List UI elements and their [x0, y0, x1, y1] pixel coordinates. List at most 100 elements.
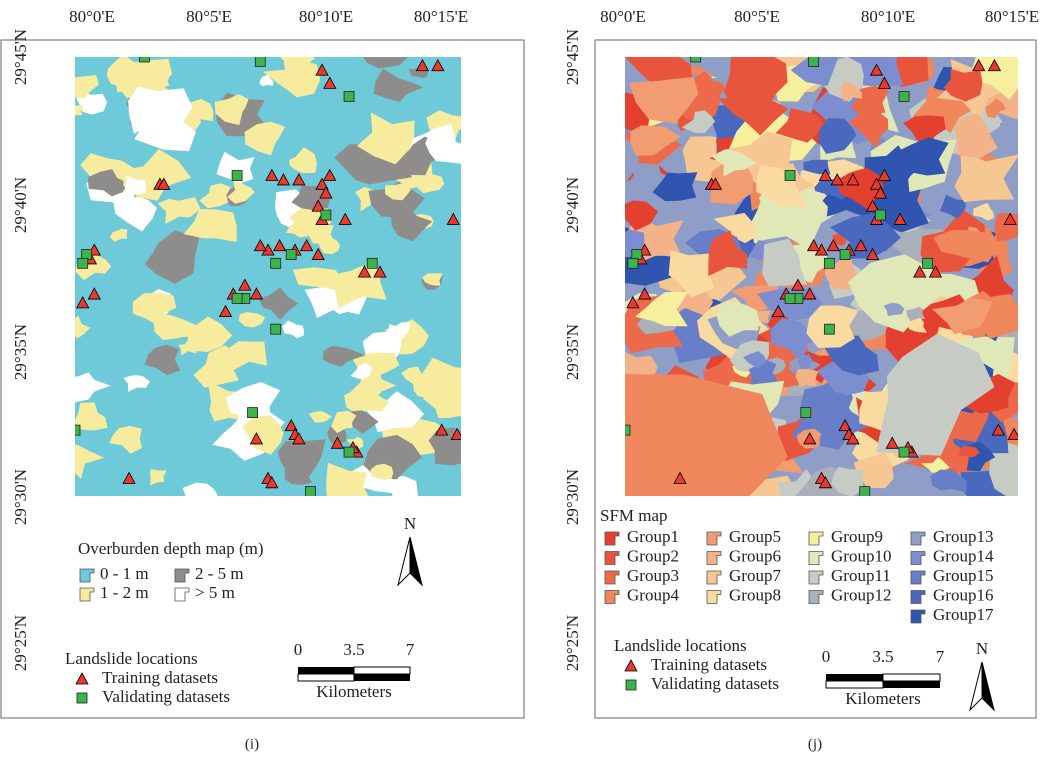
panel-frame: [594, 39, 1037, 719]
map-patch: [822, 194, 849, 217]
training-marker: [846, 173, 860, 186]
training-marker: [265, 168, 279, 181]
map-patch: [818, 118, 857, 154]
training-marker: [771, 304, 785, 318]
validating-marker: [922, 257, 934, 269]
legend-swatch: [706, 551, 722, 565]
north-arrow: [409, 536, 423, 587]
training-marker: [373, 265, 387, 278]
map-patch: [953, 113, 998, 159]
map-patch: [681, 110, 716, 134]
map-patch: [708, 230, 748, 277]
map-patch: [123, 375, 150, 392]
latitude-label: 29°40'N: [563, 177, 582, 233]
map-patch: [75, 105, 84, 116]
scale-bar: [883, 681, 940, 688]
map-patch: [373, 68, 424, 102]
landslide-title: Landslide locations: [65, 649, 198, 668]
scale-label: 3.5: [343, 640, 364, 659]
training-marker: [885, 436, 899, 449]
training-marker: [218, 304, 233, 318]
map-patch: [350, 363, 372, 379]
legend-label: 2 - 5 m: [195, 564, 244, 583]
scale-bar: [354, 674, 410, 681]
map-patch: [214, 94, 249, 126]
validating-marker: [808, 57, 820, 67]
map-patch: [906, 306, 925, 322]
validating-marker: [690, 57, 702, 63]
training-marker: [869, 63, 884, 76]
map-patch: [386, 324, 405, 338]
legend-label: Group4: [627, 585, 679, 604]
latitude-label: 29°35'N: [563, 324, 582, 380]
map-patch: [853, 452, 894, 489]
legend-label: Group1: [627, 527, 679, 546]
map-patch: [932, 297, 993, 335]
validating-marker: [627, 257, 639, 269]
map-patch: [183, 209, 237, 242]
training-marker: [928, 265, 943, 278]
training-marker: [846, 432, 860, 445]
map-patch: [413, 377, 438, 398]
latitude-label: 29°40'N: [11, 177, 30, 233]
scale-unit: Kilometers: [845, 689, 921, 708]
training-marker: [276, 173, 291, 186]
legend-swatch: [79, 587, 95, 602]
legend-label: Group5: [729, 527, 781, 546]
training-marker: [450, 427, 461, 440]
map-patch: [713, 212, 757, 244]
map-patch: [75, 444, 105, 479]
panel-frame: [0, 39, 525, 719]
legend-swatch: [604, 570, 620, 585]
validating-marker: [875, 209, 886, 221]
validating-marker: [231, 170, 243, 181]
training-marker: [972, 58, 986, 72]
map-patch: [831, 466, 863, 496]
map-patch: [625, 200, 658, 231]
map-patch: [933, 230, 994, 263]
legend-swatch: [808, 551, 824, 565]
map-patch: [284, 462, 315, 485]
map-patch: [762, 238, 808, 287]
scale-bar: [882, 673, 941, 682]
training-marker: [803, 432, 817, 445]
validating-marker: [320, 209, 332, 221]
legend-swatch: [604, 531, 620, 546]
map-patch: [724, 57, 788, 115]
validating-marker: [839, 249, 851, 260]
map-patch: [775, 108, 824, 143]
map-patch: [110, 228, 128, 242]
map-patch: [238, 312, 266, 328]
training-marker: [803, 287, 817, 300]
map-patch: [803, 159, 831, 175]
training-marker: [76, 296, 90, 309]
map: [625, 57, 1018, 496]
longitude-label: 80°0'E: [69, 7, 115, 26]
map-patch: [625, 374, 788, 496]
map-patch: [199, 183, 231, 209]
legend-square: [76, 692, 88, 704]
training-marker: [446, 212, 460, 225]
validating-marker: [77, 257, 89, 269]
legend-label: Group14: [933, 546, 994, 565]
training-marker: [330, 436, 345, 449]
map-patch: [770, 318, 821, 363]
legend-swatch: [910, 590, 926, 604]
training-marker: [869, 177, 884, 190]
map-patch: [106, 57, 141, 88]
map-patch: [187, 316, 233, 352]
training-marker: [865, 199, 880, 212]
validating-marker: [898, 91, 910, 102]
map-patch: [829, 213, 901, 259]
map-patch: [930, 469, 967, 493]
training-marker: [791, 278, 805, 291]
map-patch: [391, 209, 433, 242]
training-marker: [708, 177, 723, 190]
training-marker: [877, 168, 892, 181]
map-patch: [292, 267, 346, 293]
training-marker: [122, 471, 136, 484]
map-patch: [227, 178, 255, 204]
legend-swatch: [604, 590, 620, 604]
training-marker: [253, 238, 267, 252]
